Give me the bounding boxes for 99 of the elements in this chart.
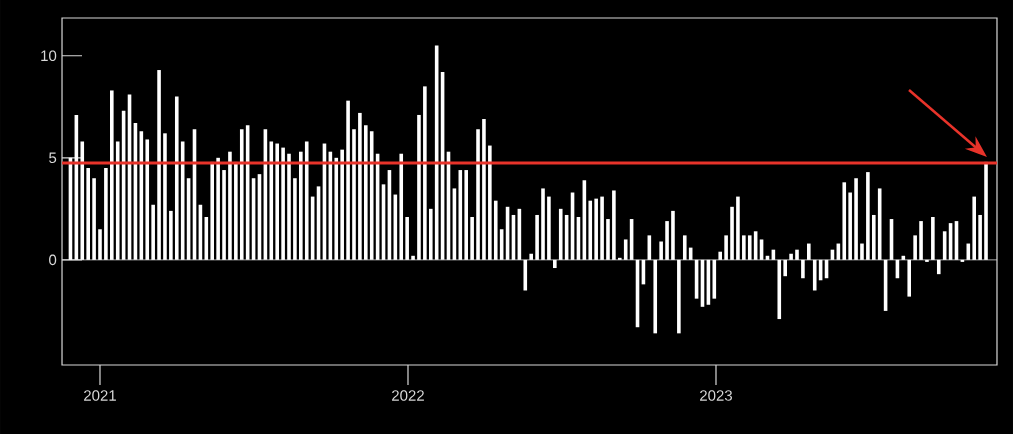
bar (293, 178, 297, 260)
bar (98, 229, 102, 260)
bar (913, 235, 917, 260)
bar (812, 259, 817, 291)
bar (234, 161, 238, 260)
bar (747, 235, 752, 260)
bar (488, 145, 492, 260)
bar (405, 217, 409, 260)
bar (978, 214, 982, 260)
bar (984, 161, 988, 260)
bar (677, 259, 681, 334)
bar (482, 119, 486, 260)
bar (216, 157, 220, 260)
bar (287, 153, 291, 260)
bar (795, 249, 799, 260)
bar (801, 259, 805, 279)
bar (104, 168, 108, 260)
x-tick-label: 2023 (700, 390, 733, 401)
bar (110, 90, 114, 260)
bar (428, 208, 433, 260)
bar (617, 257, 622, 260)
bar (493, 200, 498, 260)
bar (541, 188, 545, 260)
bar (299, 151, 303, 260)
bar (606, 219, 610, 260)
bar (417, 114, 421, 260)
x-tick-label: 2022 (392, 390, 424, 401)
bar (742, 235, 746, 260)
bar (399, 153, 404, 260)
y-tick-label: 0 (49, 254, 57, 266)
bar (671, 210, 675, 260)
bar (919, 221, 923, 260)
bar (653, 259, 658, 334)
bar (334, 157, 339, 260)
bar (358, 112, 362, 260)
bar (623, 239, 628, 260)
bar (925, 259, 929, 262)
bar (854, 178, 858, 260)
bar (612, 190, 616, 260)
bar (145, 139, 150, 260)
bar (174, 96, 179, 260)
bar (789, 253, 793, 260)
bar (275, 143, 279, 260)
bar (423, 86, 427, 260)
bar (157, 70, 161, 260)
bar (151, 204, 155, 260)
bar (346, 100, 350, 260)
bar (352, 129, 356, 260)
bar (558, 208, 563, 260)
bar (304, 141, 309, 260)
bar (86, 168, 90, 260)
bar (736, 196, 740, 260)
y-tick-label: 10 (41, 50, 57, 62)
bar (936, 259, 941, 275)
bar (476, 129, 480, 260)
bar (594, 198, 598, 260)
bar (600, 196, 604, 260)
bar (529, 253, 533, 260)
bar (470, 217, 474, 260)
bar (871, 214, 876, 260)
bar (682, 235, 687, 260)
bar (269, 141, 274, 260)
bar (777, 259, 782, 320)
bar (807, 243, 811, 260)
bar (659, 241, 663, 260)
bar (665, 221, 669, 260)
bar (340, 149, 344, 260)
bar (907, 259, 912, 297)
bar (80, 141, 85, 260)
bar (718, 251, 723, 260)
bar (535, 214, 539, 260)
bar (169, 210, 173, 260)
bar (588, 200, 593, 260)
bar (730, 206, 734, 260)
bar (523, 259, 528, 291)
y-tick-label: 5 (49, 152, 57, 164)
bar (842, 182, 847, 260)
x-tick-label: 2021 (84, 390, 116, 401)
bar (115, 141, 120, 260)
bar (281, 147, 285, 260)
bar (848, 192, 852, 260)
bar (724, 235, 728, 260)
bar (239, 129, 244, 260)
bar (464, 170, 469, 260)
bar (210, 161, 215, 260)
bar (369, 131, 374, 260)
bar (553, 259, 557, 269)
bar (364, 125, 368, 260)
bar (866, 172, 870, 260)
bar (228, 151, 232, 260)
bar (860, 243, 864, 260)
bar (783, 259, 787, 277)
bar (411, 255, 415, 260)
bar (222, 170, 226, 260)
bar (92, 178, 96, 260)
bar (972, 196, 976, 260)
bar (547, 196, 551, 260)
bar (931, 217, 935, 260)
bar (163, 133, 167, 260)
